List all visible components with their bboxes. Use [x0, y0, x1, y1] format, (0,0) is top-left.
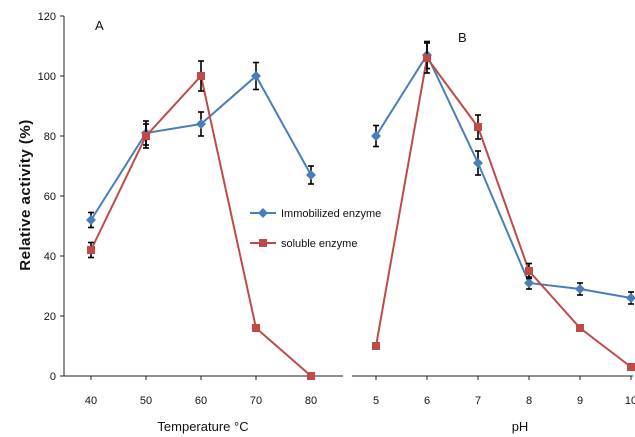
data-point-soluble-enzyme: [142, 132, 150, 140]
x-tick-label: 40: [85, 395, 97, 407]
y-tick-label: 80: [44, 131, 56, 143]
x-axis-title-ph: pH: [512, 419, 529, 434]
y-tick-label: 20: [44, 311, 56, 323]
data-point-soluble-enzyme: [87, 246, 95, 254]
data-point-soluble-enzyme: [197, 72, 205, 80]
data-point-immobilized-enzyme: [251, 71, 261, 81]
labels-layer: Relative activity (%) A B Temperature °C…: [17, 18, 528, 434]
x-tick-label: 60: [195, 395, 207, 407]
data-point-immobilized-enzyme: [575, 284, 585, 294]
series-line-immobilized-enzyme: [375, 52, 632, 299]
data-point-soluble-enzyme: [423, 54, 431, 62]
panel-a-label: A: [95, 18, 104, 33]
data-point-soluble-enzyme: [576, 324, 584, 332]
marks-layer: [86, 40, 635, 380]
panel-b-label: B: [458, 30, 467, 45]
x-tick-label: 80: [305, 395, 317, 407]
data-point-soluble-enzyme: [525, 267, 533, 275]
y-tick-label: 100: [38, 71, 56, 83]
axes-layer: 0 20 40 60 80 100 120 40 50 60 70 80 5 6 7 8 9 10: [38, 11, 635, 407]
x-tick-label: 50: [140, 395, 152, 407]
y-tick-label: 40: [44, 251, 56, 263]
x-tick-label: 10: [625, 395, 635, 407]
x-tick-label: 9: [577, 395, 583, 407]
x-tick-label: 5: [373, 395, 379, 407]
y-tick-label: 0: [50, 371, 56, 383]
data-point-soluble-enzyme: [307, 372, 315, 380]
data-point-immobilized-enzyme: [524, 278, 534, 288]
y-axis-title: Relative activity (%): [17, 119, 34, 270]
legend-marker-soluble-enzyme: [259, 239, 267, 247]
x-axis-title-temperature: Temperature °C: [157, 419, 248, 434]
data-point-immobilized-enzyme: [86, 215, 96, 225]
data-point-soluble-enzyme: [474, 123, 482, 131]
legend-label-immobilized-enzyme: Immobilized enzyme: [281, 208, 381, 220]
legend: Immobilized enzyme soluble enzyme: [250, 208, 381, 250]
y-tick-label: 60: [44, 191, 56, 203]
x-tick-label: 70: [250, 395, 262, 407]
legend-marker-immobilized-enzyme: [258, 208, 268, 218]
data-point-immobilized-enzyme: [626, 293, 635, 303]
data-point-immobilized-enzyme: [196, 119, 206, 129]
data-point-immobilized-enzyme: [371, 131, 381, 141]
series-line-soluble-enzyme: [375, 55, 632, 368]
data-point-immobilized-enzyme: [473, 158, 483, 168]
y-tick-label: 120: [38, 11, 56, 23]
x-tick-label: 7: [475, 395, 481, 407]
data-point-soluble-enzyme: [627, 363, 635, 371]
data-point-soluble-enzyme: [252, 324, 260, 332]
x-tick-label: 8: [526, 395, 532, 407]
series-line-immobilized-enzyme: [90, 74, 312, 221]
data-point-soluble-enzyme: [372, 342, 380, 350]
legend-label-soluble-enzyme: soluble enzyme: [281, 238, 357, 250]
x-tick-label: 6: [424, 395, 430, 407]
data-point-immobilized-enzyme: [306, 170, 316, 180]
